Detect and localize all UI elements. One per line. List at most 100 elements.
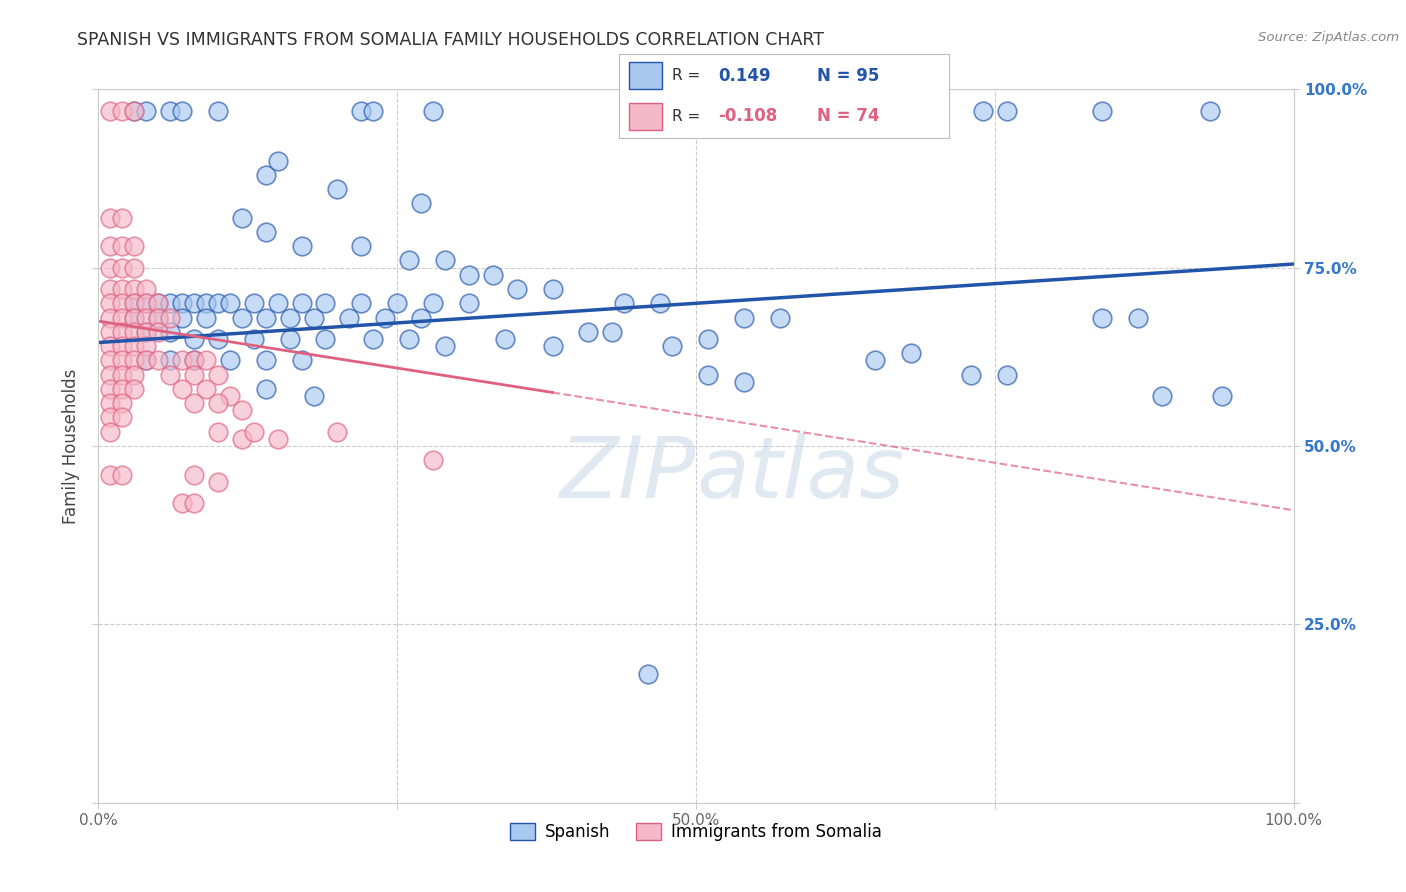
Point — [172, 103, 194, 118]
Point — [98, 310, 122, 325]
Point — [995, 368, 1018, 382]
Point — [315, 332, 337, 346]
Point — [422, 103, 444, 118]
Point — [363, 103, 385, 118]
Point — [111, 325, 134, 339]
Text: atlas: atlas — [696, 433, 904, 516]
Point — [302, 310, 325, 325]
Point — [219, 296, 242, 310]
Point — [111, 260, 134, 275]
Point — [98, 425, 122, 439]
Point — [254, 382, 277, 396]
Point — [148, 296, 170, 310]
Point — [243, 332, 266, 346]
Point — [254, 168, 277, 182]
Point — [207, 396, 229, 410]
Point — [995, 103, 1018, 118]
Point — [231, 403, 253, 417]
Point — [422, 453, 444, 467]
Point — [195, 296, 218, 310]
Point — [1128, 310, 1150, 325]
Point — [231, 432, 253, 446]
Point — [219, 353, 242, 368]
Point — [207, 103, 229, 118]
Point — [350, 239, 373, 253]
Point — [98, 368, 122, 382]
Point — [124, 310, 146, 325]
Point — [172, 310, 194, 325]
Point — [135, 353, 157, 368]
Point — [135, 296, 157, 310]
Point — [111, 467, 134, 482]
Point — [159, 325, 181, 339]
Point — [458, 268, 481, 282]
Text: R =: R = — [672, 109, 704, 124]
Point — [291, 296, 314, 310]
Point — [135, 103, 157, 118]
Point — [243, 425, 266, 439]
Point — [135, 310, 157, 325]
Text: 0.149: 0.149 — [718, 67, 770, 85]
Point — [124, 296, 146, 310]
Point — [865, 353, 887, 368]
Point — [148, 325, 170, 339]
Point — [195, 310, 218, 325]
Point — [363, 332, 385, 346]
Point — [602, 325, 624, 339]
Point — [243, 296, 266, 310]
Point — [254, 310, 277, 325]
Point — [98, 353, 122, 368]
Point — [1152, 389, 1174, 403]
Point — [613, 296, 636, 310]
Point — [207, 296, 229, 310]
Point — [648, 296, 672, 310]
Point — [135, 339, 157, 353]
Point — [1091, 310, 1114, 325]
Point — [172, 496, 194, 510]
Point — [111, 353, 134, 368]
Text: -0.108: -0.108 — [718, 107, 778, 125]
Point — [98, 260, 122, 275]
Text: R =: R = — [672, 68, 704, 83]
Point — [159, 103, 181, 118]
Point — [111, 282, 134, 296]
Point — [183, 496, 205, 510]
Point — [135, 325, 157, 339]
Point — [278, 310, 301, 325]
Point — [183, 353, 205, 368]
Point — [135, 296, 157, 310]
Point — [960, 368, 983, 382]
Point — [98, 410, 122, 425]
Point — [207, 475, 229, 489]
Point — [159, 310, 181, 325]
Point — [278, 332, 301, 346]
Point — [768, 310, 790, 325]
Legend: Spanish, Immigrants from Somalia: Spanish, Immigrants from Somalia — [503, 816, 889, 848]
Point — [98, 382, 122, 396]
Point — [111, 410, 134, 425]
Point — [98, 467, 122, 482]
Point — [111, 296, 134, 310]
Point — [207, 332, 229, 346]
Point — [385, 296, 409, 310]
Point — [661, 339, 683, 353]
Point — [434, 339, 457, 353]
Point — [350, 103, 373, 118]
Point — [124, 260, 146, 275]
Point — [124, 339, 146, 353]
Point — [195, 353, 218, 368]
Point — [434, 253, 457, 268]
Point — [733, 310, 755, 325]
Point — [411, 196, 433, 211]
Y-axis label: Family Households: Family Households — [62, 368, 80, 524]
Point — [231, 211, 253, 225]
Point — [159, 368, 181, 382]
Point — [481, 268, 505, 282]
Text: N = 95: N = 95 — [817, 67, 879, 85]
Point — [124, 325, 146, 339]
Point — [124, 296, 146, 310]
Point — [98, 282, 122, 296]
Point — [183, 353, 205, 368]
Point — [411, 310, 433, 325]
Point — [124, 382, 146, 396]
